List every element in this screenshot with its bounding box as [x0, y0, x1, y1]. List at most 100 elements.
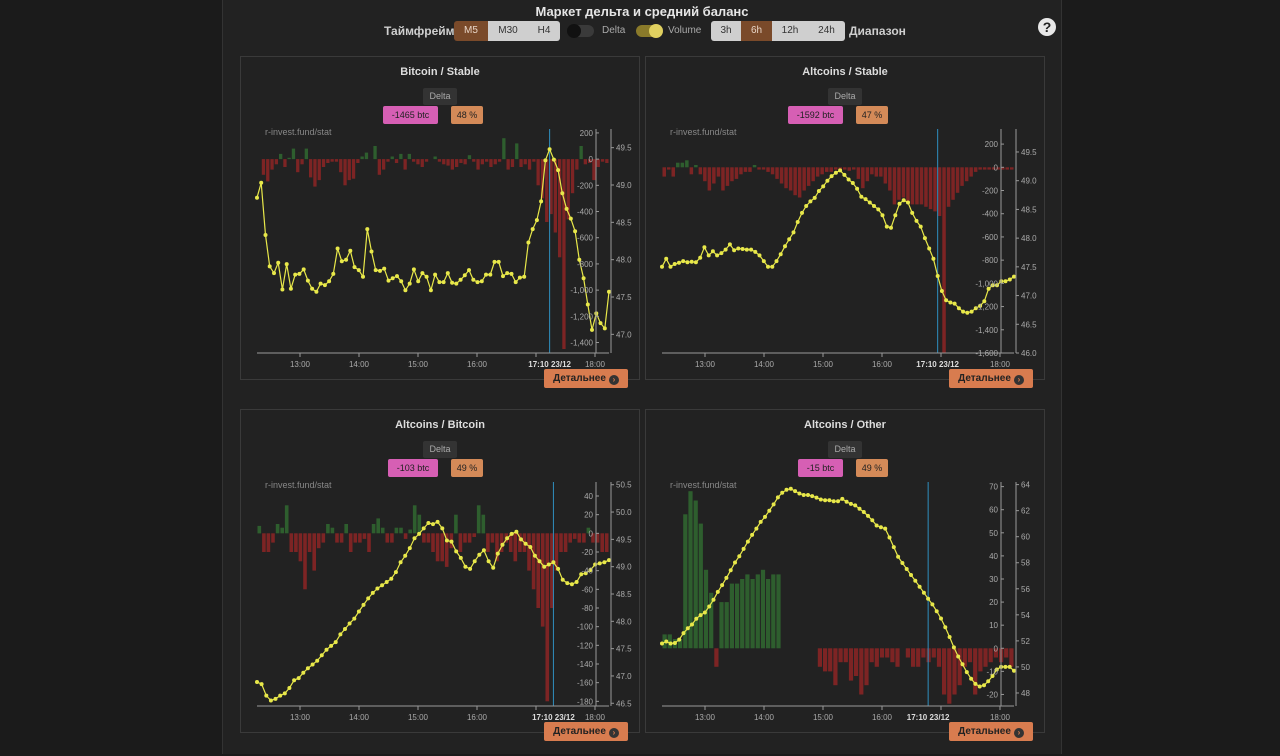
delta-bar	[312, 533, 316, 571]
x-tick-label: 15:00	[408, 713, 429, 722]
balance-point	[382, 266, 387, 271]
balance-point	[728, 568, 733, 573]
delta-bar	[348, 533, 353, 552]
watermark: r-invest.fund/stat	[265, 127, 332, 137]
chart-svg: r-invest.fund/stat 13:00 14:00 15:00 16:00 18…	[255, 480, 632, 722]
balance-point	[838, 168, 843, 173]
balance-point	[689, 259, 694, 264]
delta-toggle[interactable]	[567, 24, 594, 38]
delta-bar	[946, 167, 951, 207]
balance-point	[672, 262, 677, 266]
delta-bar	[440, 533, 444, 562]
balance-point	[526, 240, 531, 245]
bar-axis-label: 40	[584, 492, 593, 501]
balance-point	[276, 260, 281, 265]
balance-point	[750, 532, 755, 537]
balance-point	[528, 545, 533, 549]
delta-bar	[755, 574, 760, 649]
details-button[interactable]: Детальнее ›	[949, 722, 1033, 741]
balance-point	[278, 693, 283, 698]
delta-bar	[982, 167, 987, 170]
delta-bar	[493, 159, 497, 165]
delta-bar	[316, 533, 321, 549]
delta-bar	[523, 159, 527, 165]
balance-point	[263, 233, 268, 237]
delta-bar	[885, 648, 890, 658]
balance-point	[914, 218, 919, 223]
balance-point	[775, 495, 780, 500]
delta-bar	[550, 533, 554, 608]
balance-point	[825, 178, 830, 183]
volume-toggle-label: Volume	[668, 25, 702, 36]
balance-point	[259, 180, 264, 185]
details-button[interactable]: Детальнее ›	[544, 369, 628, 388]
balance-point	[681, 631, 686, 636]
balance-point	[301, 267, 306, 272]
delta-bar	[680, 162, 685, 168]
balance-point	[581, 276, 586, 281]
details-button[interactable]: Детальнее ›	[544, 722, 628, 741]
balance-point	[850, 181, 855, 185]
balance-point	[514, 529, 519, 534]
balance-point	[994, 667, 999, 672]
balance-axis-label: 50.0	[616, 508, 632, 517]
chart-svg: r-invest.fund/stat 13:00 14:00 15:00 16:00 18…	[660, 480, 1030, 722]
balance-point	[324, 647, 329, 652]
balance-point	[745, 539, 750, 544]
balance-point	[1012, 668, 1016, 673]
delta-bar	[750, 579, 755, 649]
bar-axis-label: 30	[989, 575, 998, 584]
balance-point	[577, 257, 582, 262]
balance-point	[500, 542, 505, 547]
balance-point	[801, 493, 806, 497]
delta-bar	[347, 159, 351, 181]
balance-point	[823, 498, 828, 503]
delta-bar	[936, 648, 942, 667]
balance-point	[551, 157, 556, 162]
delta-bar	[545, 533, 550, 702]
x-tick-label: 14:00	[754, 713, 775, 722]
balance-point	[918, 224, 923, 229]
delta-bar	[362, 533, 367, 539]
delta-bar	[298, 533, 303, 562]
balance-point	[800, 210, 804, 215]
balance-point	[296, 676, 301, 681]
balance-point	[268, 698, 273, 703]
balance-point	[479, 279, 484, 284]
balance-point	[417, 531, 422, 536]
delta-bar	[476, 505, 481, 534]
details-button[interactable]: Детальнее ›	[949, 369, 1033, 388]
timeframe-m30-button[interactable]: M30	[488, 21, 528, 41]
delta-bar	[554, 533, 559, 571]
balance-point	[947, 635, 952, 639]
timeframe-h4-button[interactable]: H4	[528, 21, 560, 41]
balance-point	[711, 597, 716, 602]
delta-bar	[707, 167, 712, 191]
volume-toggle[interactable]	[636, 24, 663, 38]
range-24h-button[interactable]: 24h	[808, 21, 845, 41]
bar-axis-label: -1,400	[570, 339, 593, 348]
chart-panel: Bitcoin / Stable Delta -1465 btc 48 % r-inve…	[240, 56, 640, 380]
bar-axis-label: -800	[577, 260, 594, 269]
delta-bar	[321, 159, 326, 167]
balance-point	[565, 581, 570, 586]
range-selector: 3h 6h 12h 24h	[711, 21, 845, 41]
help-icon[interactable]: ?	[1038, 18, 1056, 36]
balance-point	[836, 499, 840, 504]
range-12h-button[interactable]: 12h	[772, 21, 808, 41]
balance-point	[534, 218, 539, 223]
delta-bar	[757, 167, 761, 170]
balance-point	[960, 662, 965, 667]
range-3h-button[interactable]: 3h	[711, 21, 741, 41]
bar-axis-label: -1,000	[975, 279, 998, 288]
timeframe-m5-button[interactable]: M5	[454, 21, 488, 41]
watermark: r-invest.fund/stat	[265, 480, 332, 490]
delta-bar	[330, 159, 334, 162]
x-tick-label: 18:00	[990, 360, 1011, 369]
balance-point	[365, 227, 370, 232]
range-6h-button[interactable]: 6h	[741, 21, 772, 41]
balance-point	[331, 271, 336, 276]
balance-point	[1007, 664, 1012, 669]
delta-bar	[967, 648, 973, 663]
delta-bar	[399, 527, 403, 534]
